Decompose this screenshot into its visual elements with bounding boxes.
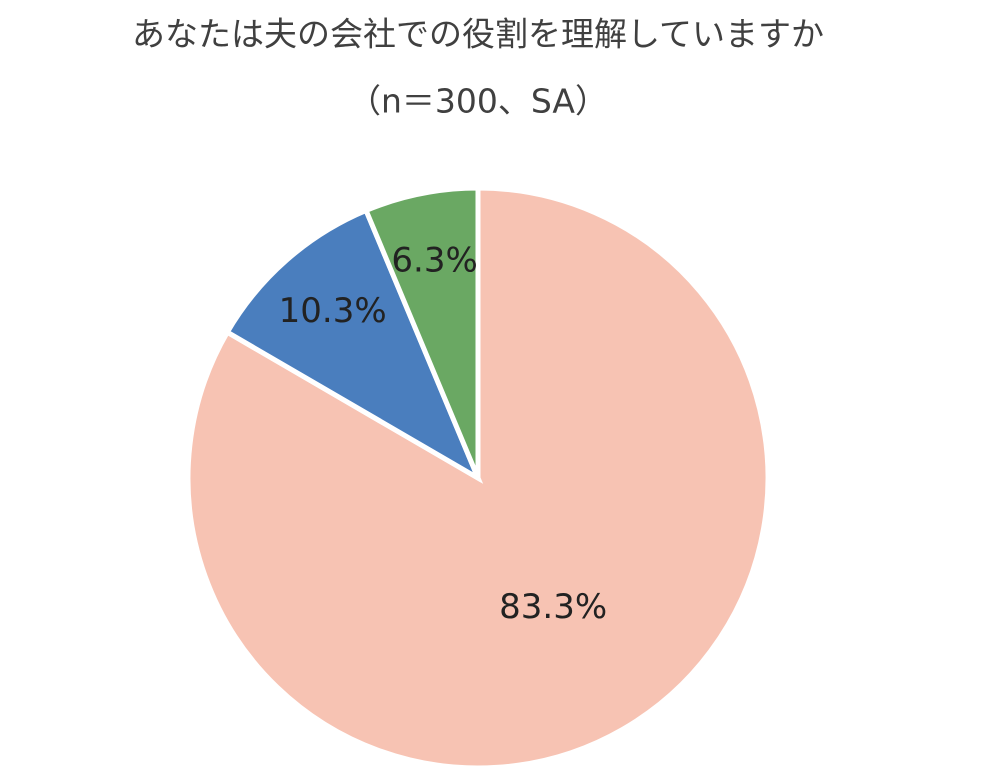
data-label: 6.3% bbox=[391, 240, 477, 280]
data-label: 83.3% bbox=[499, 587, 607, 627]
pie-slice bbox=[223, 207, 484, 484]
chart-subtitle: （n＝300、SA） bbox=[348, 82, 608, 121]
chart-title: あなたは夫の会社での役割を理解していますか bbox=[132, 15, 824, 54]
data-label: 10.3% bbox=[279, 291, 387, 331]
pie-slice bbox=[362, 185, 481, 479]
